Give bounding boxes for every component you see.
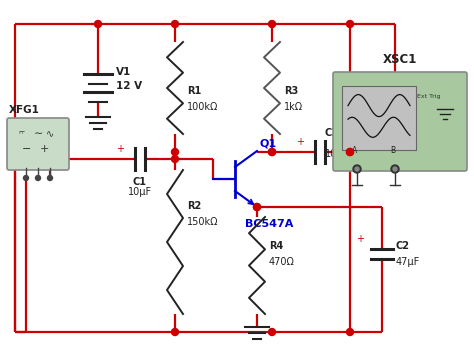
Circle shape xyxy=(254,204,261,211)
Text: 47μF: 47μF xyxy=(396,257,420,267)
Text: Ext Trig: Ext Trig xyxy=(417,94,440,99)
Text: Q1: Q1 xyxy=(260,139,277,149)
Circle shape xyxy=(268,148,275,155)
Text: −: − xyxy=(22,144,31,154)
Text: ⌜⌜: ⌜⌜ xyxy=(18,130,25,138)
Circle shape xyxy=(172,21,179,28)
Text: ∼: ∼ xyxy=(34,129,44,139)
Circle shape xyxy=(355,167,359,171)
Text: 1kΩ: 1kΩ xyxy=(284,102,303,112)
Text: +: + xyxy=(356,234,364,244)
FancyBboxPatch shape xyxy=(7,118,69,170)
Circle shape xyxy=(393,167,397,171)
Text: V1: V1 xyxy=(116,67,131,77)
Circle shape xyxy=(346,21,354,28)
Text: R4: R4 xyxy=(269,241,283,251)
Circle shape xyxy=(94,21,101,28)
Circle shape xyxy=(346,329,354,336)
Circle shape xyxy=(268,329,275,336)
Circle shape xyxy=(346,148,354,155)
Text: 12 V: 12 V xyxy=(116,81,142,91)
Circle shape xyxy=(172,329,179,336)
Text: +: + xyxy=(296,137,304,147)
Circle shape xyxy=(353,165,361,173)
Text: 10μF: 10μF xyxy=(128,187,152,197)
Circle shape xyxy=(254,204,261,211)
Circle shape xyxy=(268,21,275,28)
Circle shape xyxy=(47,176,53,181)
Text: R1: R1 xyxy=(187,86,201,96)
Text: C1: C1 xyxy=(133,177,147,187)
Text: ∿: ∿ xyxy=(46,129,54,139)
Text: B: B xyxy=(390,146,395,155)
Text: R2: R2 xyxy=(187,201,201,211)
Text: A: A xyxy=(352,146,357,155)
Text: C2: C2 xyxy=(396,241,410,251)
FancyBboxPatch shape xyxy=(333,72,467,171)
Text: XSC1: XSC1 xyxy=(383,53,417,66)
Text: +: + xyxy=(40,144,49,154)
Circle shape xyxy=(24,176,28,181)
Text: R3: R3 xyxy=(284,86,298,96)
Text: XFG1: XFG1 xyxy=(9,105,40,115)
FancyBboxPatch shape xyxy=(342,86,416,150)
Text: 150kΩ: 150kΩ xyxy=(187,217,219,227)
Text: 100kΩ: 100kΩ xyxy=(187,102,219,112)
Text: C3: C3 xyxy=(325,128,339,138)
Text: 470Ω: 470Ω xyxy=(269,257,295,267)
Circle shape xyxy=(346,148,354,155)
Circle shape xyxy=(268,148,275,155)
Circle shape xyxy=(36,176,40,181)
Text: BC547A: BC547A xyxy=(245,219,293,229)
Circle shape xyxy=(172,155,179,162)
Circle shape xyxy=(391,165,399,173)
Text: +: + xyxy=(116,144,124,154)
Circle shape xyxy=(172,148,179,155)
Text: 10μF: 10μF xyxy=(325,149,349,159)
